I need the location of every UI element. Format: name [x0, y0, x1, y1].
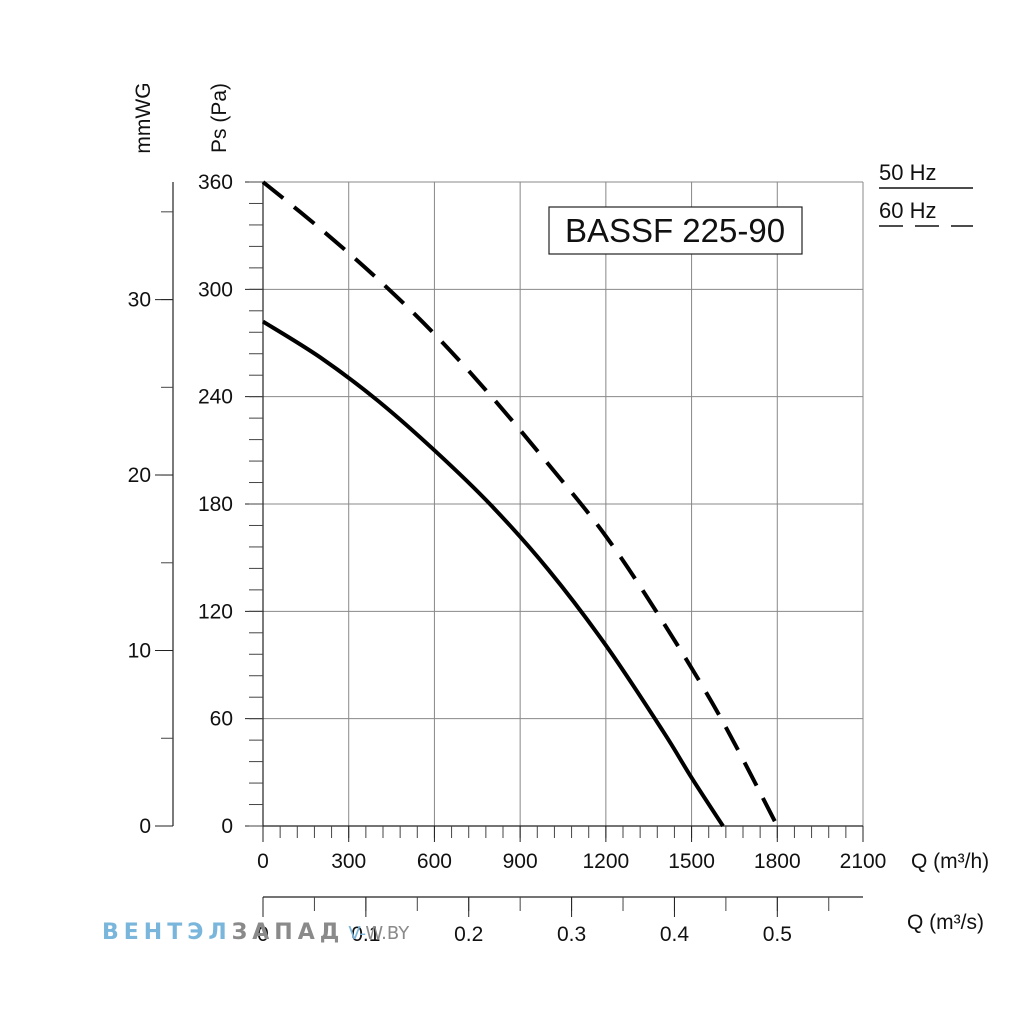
legend-label: 50 Hz [879, 160, 936, 185]
model-label-text: BASSF 225-90 [565, 212, 785, 249]
x-tick-label: 300 [331, 850, 366, 873]
y-tick-label: 180 [198, 493, 233, 516]
y-tick-label: 360 [198, 171, 233, 194]
x-tick-label: 1200 [582, 850, 629, 873]
x-tick-label: 1800 [754, 850, 801, 873]
model-label-frame [548, 206, 803, 255]
y-tick-label: 0 [221, 815, 233, 838]
legend: 50 Hz 60 Hz [879, 160, 973, 227]
watermark-part2: ЗАПАД [231, 920, 345, 945]
x2-tick-label: 0 [257, 923, 269, 946]
watermark: ВЕНТЭЛЗАПАД V-W.BY [102, 920, 409, 945]
y2-tick-label: 10 [128, 640, 151, 663]
y-tick-label: 240 [198, 386, 233, 409]
x2-axis-title: Q (m³/s) [907, 911, 984, 934]
x-tick-label: 600 [417, 850, 452, 873]
model-label-box: BASSF 225-90 [548, 206, 803, 255]
watermark-part4: W.BY [365, 923, 410, 944]
y-tick-label: 60 [210, 708, 233, 731]
x2-tick-label: 0.2 [454, 923, 483, 946]
x-tick-label: 0 [257, 850, 269, 873]
x2-tick-label: 0.3 [557, 923, 586, 946]
x-axis-title: Q (m³/h) [911, 850, 989, 873]
x-tick-label: 2100 [840, 850, 887, 873]
y2-axis-title: mmWG [132, 82, 155, 153]
grid [262, 181, 864, 827]
x2-tick-label: 0.4 [660, 923, 690, 946]
watermark-part1: ВЕНТЭЛ [102, 920, 232, 945]
x2-tick-label: 0.1 [351, 923, 380, 946]
x-tick-label: 1500 [668, 850, 715, 873]
series-line-60-hz [261, 180, 780, 827]
y-axis-title: Ps (Pa) [208, 83, 231, 153]
x-tick-label: 900 [503, 850, 538, 873]
y-tick-label: 120 [198, 600, 233, 623]
legend-label: 60 Hz [879, 198, 936, 223]
y2-tick-label: 0 [139, 815, 151, 838]
y2-tick-label: 30 [128, 289, 151, 312]
y2-tick-label: 20 [128, 464, 151, 487]
watermark-part3: V- [348, 923, 366, 944]
series-line-50-hz [261, 319, 725, 828]
y-tick-label: 300 [198, 278, 233, 301]
x2-tick-label: 0.5 [763, 923, 792, 946]
